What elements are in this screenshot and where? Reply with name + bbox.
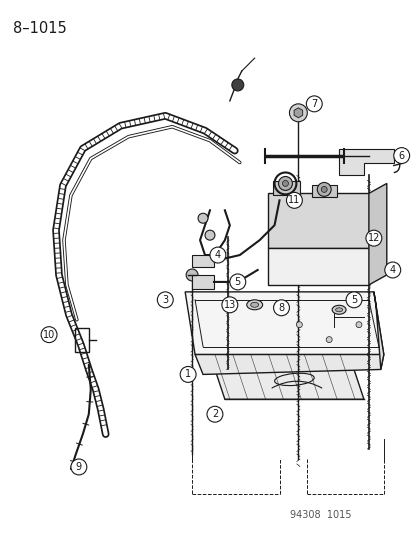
Text: 7: 7 bbox=[311, 99, 317, 109]
Circle shape bbox=[289, 104, 306, 122]
Circle shape bbox=[306, 96, 321, 112]
Circle shape bbox=[345, 292, 361, 308]
Circle shape bbox=[71, 459, 87, 475]
Circle shape bbox=[229, 274, 245, 290]
Circle shape bbox=[320, 187, 326, 192]
Polygon shape bbox=[195, 354, 383, 375]
Ellipse shape bbox=[331, 305, 345, 314]
Text: 6: 6 bbox=[398, 151, 404, 160]
Polygon shape bbox=[267, 248, 368, 285]
Circle shape bbox=[157, 292, 173, 308]
Text: 5: 5 bbox=[350, 295, 356, 305]
Polygon shape bbox=[368, 183, 386, 285]
Circle shape bbox=[355, 322, 361, 328]
Bar bbox=[192, 255, 214, 267]
Circle shape bbox=[180, 367, 196, 382]
Circle shape bbox=[384, 262, 400, 278]
Circle shape bbox=[206, 406, 222, 422]
Text: 4: 4 bbox=[214, 250, 221, 260]
Circle shape bbox=[282, 181, 288, 187]
Text: 4: 4 bbox=[389, 265, 395, 275]
Circle shape bbox=[197, 213, 207, 223]
Circle shape bbox=[286, 192, 301, 208]
Text: 5: 5 bbox=[234, 277, 240, 287]
Ellipse shape bbox=[335, 308, 342, 312]
Circle shape bbox=[296, 322, 301, 328]
Circle shape bbox=[273, 300, 289, 316]
Text: 11: 11 bbox=[287, 196, 300, 205]
Circle shape bbox=[221, 297, 237, 313]
Circle shape bbox=[278, 176, 292, 190]
Text: 13: 13 bbox=[223, 300, 235, 310]
Text: 3: 3 bbox=[162, 295, 168, 305]
Circle shape bbox=[204, 230, 214, 240]
Text: 8–1015: 8–1015 bbox=[13, 21, 67, 36]
Polygon shape bbox=[209, 354, 363, 399]
Text: 9: 9 bbox=[76, 462, 82, 472]
Bar bbox=[192, 275, 214, 289]
Bar bbox=[311, 185, 336, 197]
Text: 12: 12 bbox=[367, 233, 379, 243]
Bar bbox=[272, 181, 300, 196]
Text: 10: 10 bbox=[43, 329, 55, 340]
Text: 1: 1 bbox=[185, 369, 191, 379]
Circle shape bbox=[325, 337, 331, 343]
Circle shape bbox=[393, 148, 408, 164]
Ellipse shape bbox=[246, 300, 262, 310]
Polygon shape bbox=[293, 108, 302, 118]
Circle shape bbox=[316, 182, 330, 196]
Circle shape bbox=[231, 79, 243, 91]
Polygon shape bbox=[373, 292, 383, 369]
Ellipse shape bbox=[250, 302, 258, 308]
Circle shape bbox=[209, 247, 225, 263]
Circle shape bbox=[41, 327, 57, 343]
Circle shape bbox=[186, 269, 197, 281]
Text: 2: 2 bbox=[211, 409, 218, 419]
Bar bbox=[75, 328, 88, 352]
Text: 94308  1015: 94308 1015 bbox=[290, 510, 351, 520]
Polygon shape bbox=[267, 193, 368, 248]
Text: 8: 8 bbox=[278, 303, 284, 313]
Polygon shape bbox=[185, 292, 383, 354]
Polygon shape bbox=[338, 149, 393, 175]
Circle shape bbox=[365, 230, 381, 246]
